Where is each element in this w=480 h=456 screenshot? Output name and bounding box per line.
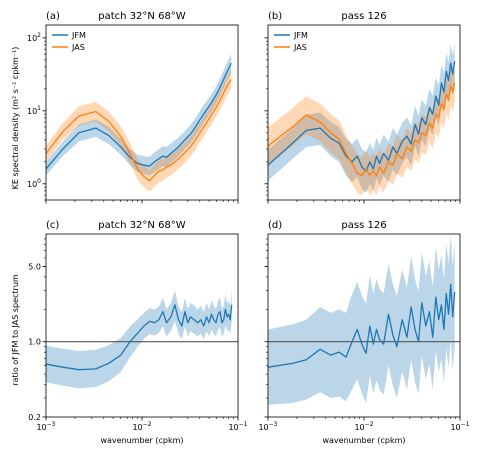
panel-c-title: patch 32°N 68°W xyxy=(98,220,186,231)
panel-c-ytick-label: 0.2 xyxy=(28,413,41,422)
panel-d-tag: (d) xyxy=(268,220,282,231)
panel-b-band-jfm xyxy=(268,42,455,193)
panel-d: 10−3 10−2 10−1(d) pass 126 xyxy=(258,220,469,432)
panel-c-xtick-label: 10−1 xyxy=(228,421,247,432)
legend-label-jas: JAS xyxy=(293,43,307,52)
panel-c-xtick-label: 10−2 xyxy=(132,421,151,432)
xtick-label-exponent: −1 xyxy=(239,421,248,428)
panel-d-plot-area xyxy=(268,234,460,405)
panel-d-xtick-label: 10−3 xyxy=(258,421,277,432)
panel-b-band-jas xyxy=(268,64,455,196)
panel-b-line-jas xyxy=(268,82,456,177)
xtick-label-exponent: −2 xyxy=(365,421,374,428)
xtick-label-exponent: −3 xyxy=(47,421,56,428)
panel-d-xlabel: wavenumber (cpkm) xyxy=(322,436,405,445)
xtick-label-base: 10 xyxy=(354,423,364,432)
top-row-ylabel: KE spectral density (m² s⁻² cpkm⁻¹) xyxy=(11,47,20,190)
panel-c-line-ratio xyxy=(46,304,233,371)
legend-label-jas: JAS xyxy=(71,43,85,52)
panel-b-tag: (b) xyxy=(268,11,282,22)
xtick-label-exponent: −1 xyxy=(461,421,470,428)
xtick-label-base: 10 xyxy=(132,423,142,432)
xtick-label-exponent: −3 xyxy=(269,421,278,428)
panel-c-ytick-label: 5.0 xyxy=(28,262,41,271)
panel-a-ytick-label: 102 xyxy=(27,32,41,43)
ytick-label-base: 10 xyxy=(27,107,37,116)
panel-b-title: pass 126 xyxy=(341,11,386,22)
xtick-label-exponent: −2 xyxy=(143,421,152,428)
xtick-label-base: 10 xyxy=(450,423,460,432)
panel-c-xtick-label: 10−3 xyxy=(36,421,55,432)
panel-d-line-ratio xyxy=(268,283,456,368)
ytick-label-exponent: 0 xyxy=(37,178,41,185)
xtick-label-base: 10 xyxy=(36,423,46,432)
panel-a-plot-area xyxy=(46,54,232,192)
panel-c: 10−3 10−2 10−10.21.05.0(c) patch 32°N 68°W xyxy=(28,220,247,432)
panel-d-xtick-label: 10−1 xyxy=(450,421,469,432)
xtick-label-base: 10 xyxy=(228,423,238,432)
panel-d-band-ratio xyxy=(268,234,455,405)
panel-a-band-jas xyxy=(46,69,232,192)
panel-c-xlabel: wavenumber (cpkm) xyxy=(100,436,183,445)
panel-a-title: patch 32°N 68°W xyxy=(98,11,186,22)
ytick-label-base: 10 xyxy=(27,34,37,43)
panel-a-band-jfm xyxy=(46,54,232,176)
legend-label-jfm: JFM xyxy=(293,31,308,40)
panel-a-line-jas xyxy=(46,78,232,182)
panel-c-plot-area xyxy=(46,290,238,389)
panel-c-ytick-label: 1.0 xyxy=(28,338,41,347)
panel-b: (b) pass 126 JFM JAS xyxy=(264,11,461,204)
xtick-label-base: 10 xyxy=(258,423,268,432)
panel-a-legend: JFM JAS xyxy=(52,31,86,52)
panel-c-band-ratio xyxy=(46,290,232,389)
bottom-row-ylabel: ratio of JFM to JAS spectrum xyxy=(11,274,20,386)
panel-d-xtick-label: 10−2 xyxy=(354,421,373,432)
panel-b-legend: JFM JAS xyxy=(274,31,308,52)
panel-c-tag: (c) xyxy=(46,220,59,231)
ytick-label-base: 10 xyxy=(27,180,37,189)
panel-a-tag: (a) xyxy=(46,11,60,22)
panel-d-title: pass 126 xyxy=(341,220,386,231)
panel-a-line-jfm xyxy=(46,62,232,170)
ytick-label-exponent: 1 xyxy=(37,105,41,112)
panel-b-plot-area xyxy=(268,42,456,196)
panel-a-ytick-label: 101 xyxy=(27,105,41,116)
legend-label-jfm: JFM xyxy=(71,31,86,40)
ytick-label-exponent: 2 xyxy=(37,32,41,39)
panel-a-ytick-label: 100 xyxy=(27,178,41,189)
